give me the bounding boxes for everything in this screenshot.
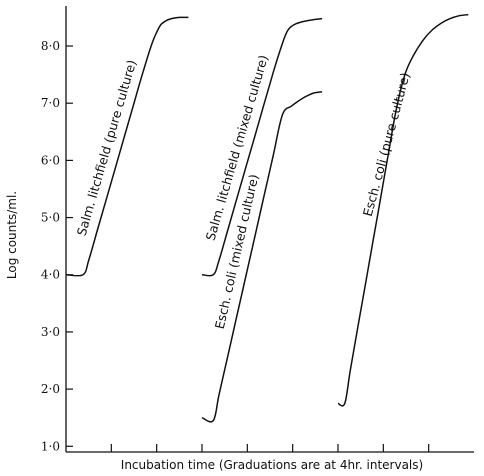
axes	[65, 6, 474, 453]
series-line	[65, 16, 189, 277]
x-axis-title: Incubation time (Graduations are at 4hr.…	[121, 458, 423, 472]
y-axis-title: Log counts/ml.	[5, 191, 19, 279]
y-tick-label: 1·0	[41, 439, 60, 453]
y-tick-label: 5·0	[41, 211, 60, 225]
y-tick-label: 4·0	[41, 268, 60, 282]
series-label: Salm. litchfield (pure culture)	[74, 58, 140, 237]
series-label: Esch. coli (pure culture)	[360, 71, 413, 218]
y-tick-label: 2·0	[41, 382, 60, 396]
y-tick-label: 6·0	[41, 153, 60, 167]
axis-ticks: 1·0 2·0 3·0 4·0 5·0 6·0 7·0 8·0	[41, 39, 430, 453]
y-tick-label: 7·0	[41, 96, 60, 110]
series-line	[201, 91, 323, 423]
axis-and-curve-labels: Log counts/ml. Incubation time (Graduati…	[5, 53, 423, 472]
series-line	[201, 17, 323, 277]
series-line	[337, 13, 469, 407]
y-tick-label: 8·0	[41, 39, 60, 53]
growth-curves	[65, 13, 469, 423]
y-tick-label: 3·0	[41, 325, 60, 339]
